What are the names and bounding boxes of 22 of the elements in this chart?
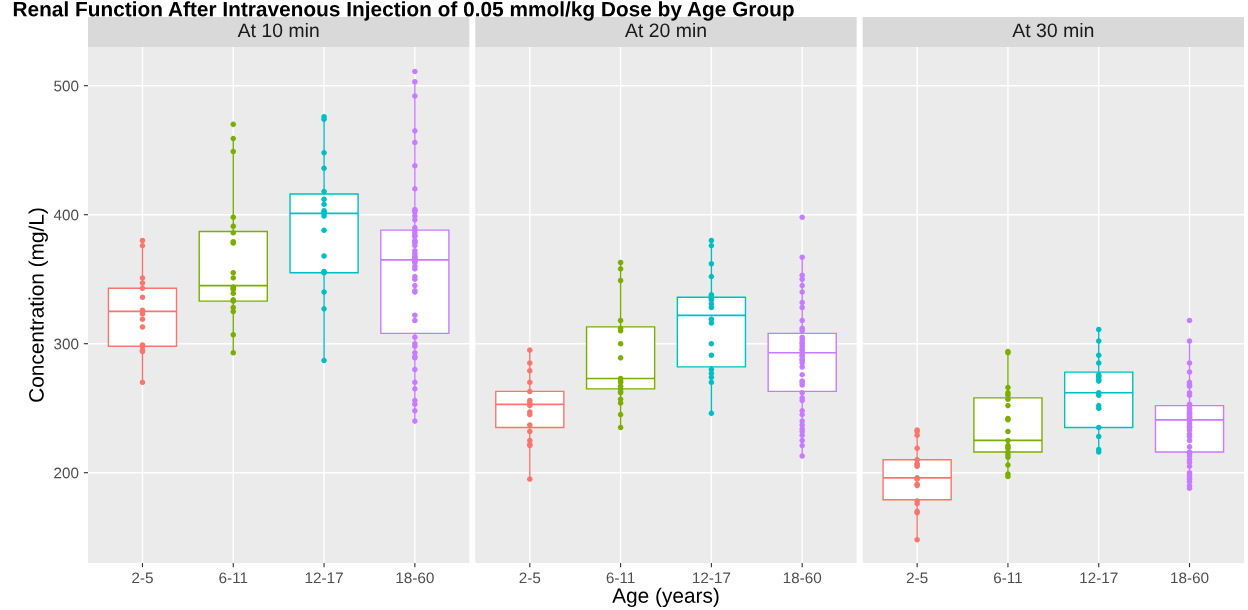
chart-title: At 10 min xyxy=(237,22,319,38)
x-tick-label: 12-17 xyxy=(305,572,343,584)
x-tick-label: 18-60 xyxy=(396,572,434,584)
x-tick-label: 12-17 xyxy=(693,572,731,584)
x-tick-label: 12-17 xyxy=(1080,572,1118,584)
y-tick-label: 400 xyxy=(53,209,79,221)
x-tick-label: 18-60 xyxy=(783,572,822,584)
x-tick-label: 2-5 xyxy=(519,572,541,584)
y-tick-label: 300 xyxy=(54,338,79,350)
x-tick-label: 6-11 xyxy=(219,572,248,584)
x-tick-label: 18-60 xyxy=(1171,572,1209,584)
text: Renal Function After Intravenous Injection of 0.05 mmol/kg Dose by Age Group xyxy=(13,1,794,21)
chart-title: At 30 min xyxy=(1012,22,1094,38)
x-tick-label: 6-11 xyxy=(606,572,635,584)
x-axis-title: Age (years) xyxy=(612,587,719,608)
y-axis-title: Concentration (mg/L) xyxy=(28,208,48,402)
y-tick-label: 200 xyxy=(54,467,79,479)
y-tick-label: 500 xyxy=(54,80,79,92)
x-tick-label: 2-5 xyxy=(132,572,153,584)
chart-title: At 20 min xyxy=(624,22,706,38)
x-tick-label: 2-5 xyxy=(906,572,928,584)
x-tick-label: 6-11 xyxy=(993,572,1022,584)
